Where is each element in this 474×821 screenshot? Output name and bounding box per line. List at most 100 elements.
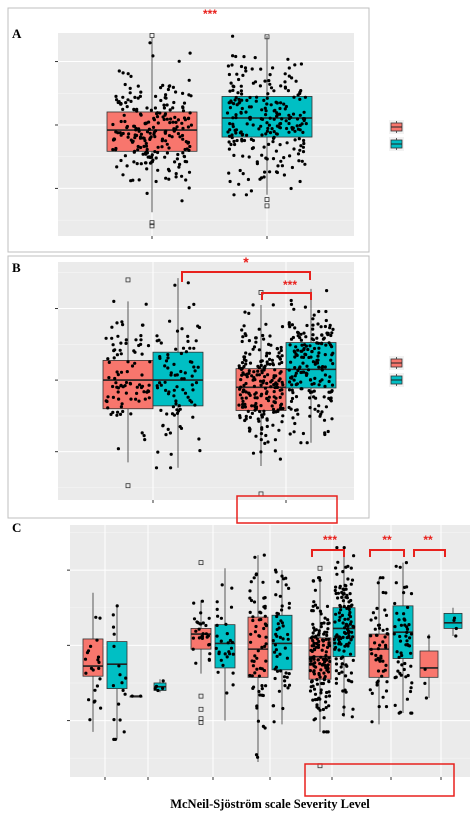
data-point [305,323,309,328]
data-point [264,132,268,136]
data-point [111,684,115,688]
data-point [264,156,268,160]
data-point [259,117,263,121]
data-point [350,578,355,582]
data-point [121,323,125,327]
data-point [323,353,327,357]
data-point [392,632,396,636]
data-point [169,466,173,470]
data-point [279,348,283,353]
data-point [340,613,344,618]
data-point [243,66,248,70]
data-point [111,395,115,399]
data-point [155,384,159,388]
box-1-cont [129,694,143,698]
data-point [275,614,279,619]
data-point [219,616,223,620]
data-point [408,689,413,694]
data-point [334,612,338,616]
data-point [118,131,122,135]
data-point [292,430,296,434]
data-point [369,634,373,638]
data-point [272,89,276,93]
data-point [374,653,378,658]
data-point [348,592,352,596]
data-point [136,84,140,88]
data-point [324,654,328,658]
data-point [289,115,293,119]
data-point [308,390,313,394]
data-point [257,127,261,131]
data-point [167,146,171,150]
data-point [312,626,316,630]
data-point [273,438,277,442]
data-point [293,63,297,67]
data-point [299,89,303,93]
data-point [393,703,397,708]
data-point [228,122,232,126]
data-point [273,449,277,453]
data-point [124,380,129,385]
data-point [130,364,135,368]
data-point [188,51,192,55]
data-point [129,412,133,416]
data-point [325,289,329,293]
data-point [250,659,254,663]
data-point [244,396,248,400]
box-body [368,633,390,678]
data-point [326,622,330,626]
data-point [303,117,307,121]
data-point [243,310,247,314]
data-point [126,135,130,139]
data-point [268,73,272,77]
data-point [262,409,266,413]
data-point [235,72,239,76]
data-point [275,170,279,175]
data-point [321,662,325,667]
data-point [256,719,260,723]
data-point [132,124,137,128]
data-point [260,153,264,157]
data-point [263,375,267,379]
data-point [405,639,409,643]
data-point [399,651,403,655]
data-point [251,615,255,619]
data-point [384,705,389,709]
data-point [243,355,247,359]
data-point [190,383,194,387]
data-point [224,622,228,626]
data-point [251,303,255,307]
data-point [191,636,195,640]
data-point [239,84,243,88]
data-point [258,409,262,414]
data-point [303,305,307,309]
panel-a: A [7,7,404,253]
data-point [239,378,243,382]
data-point [262,175,266,179]
data-point [343,644,347,648]
data-point [293,326,297,330]
data-point [223,652,227,656]
data-point [256,364,260,368]
data-point [409,664,413,668]
data-point [317,576,321,580]
data-point [248,596,252,600]
data-point [332,637,336,642]
data-point [296,348,300,352]
data-point [181,151,185,155]
data-point [154,179,158,184]
data-point [151,54,155,58]
data-point [278,652,282,656]
data-point [230,640,234,645]
data-point [271,66,275,70]
outlier-point [125,277,131,283]
data-point [334,591,338,596]
data-point [315,645,319,649]
data-point [233,128,237,132]
data-point [174,399,178,403]
data-point [287,388,292,392]
data-point [312,669,316,673]
data-point [188,360,192,364]
data-point [263,726,267,730]
data-point [97,666,101,671]
